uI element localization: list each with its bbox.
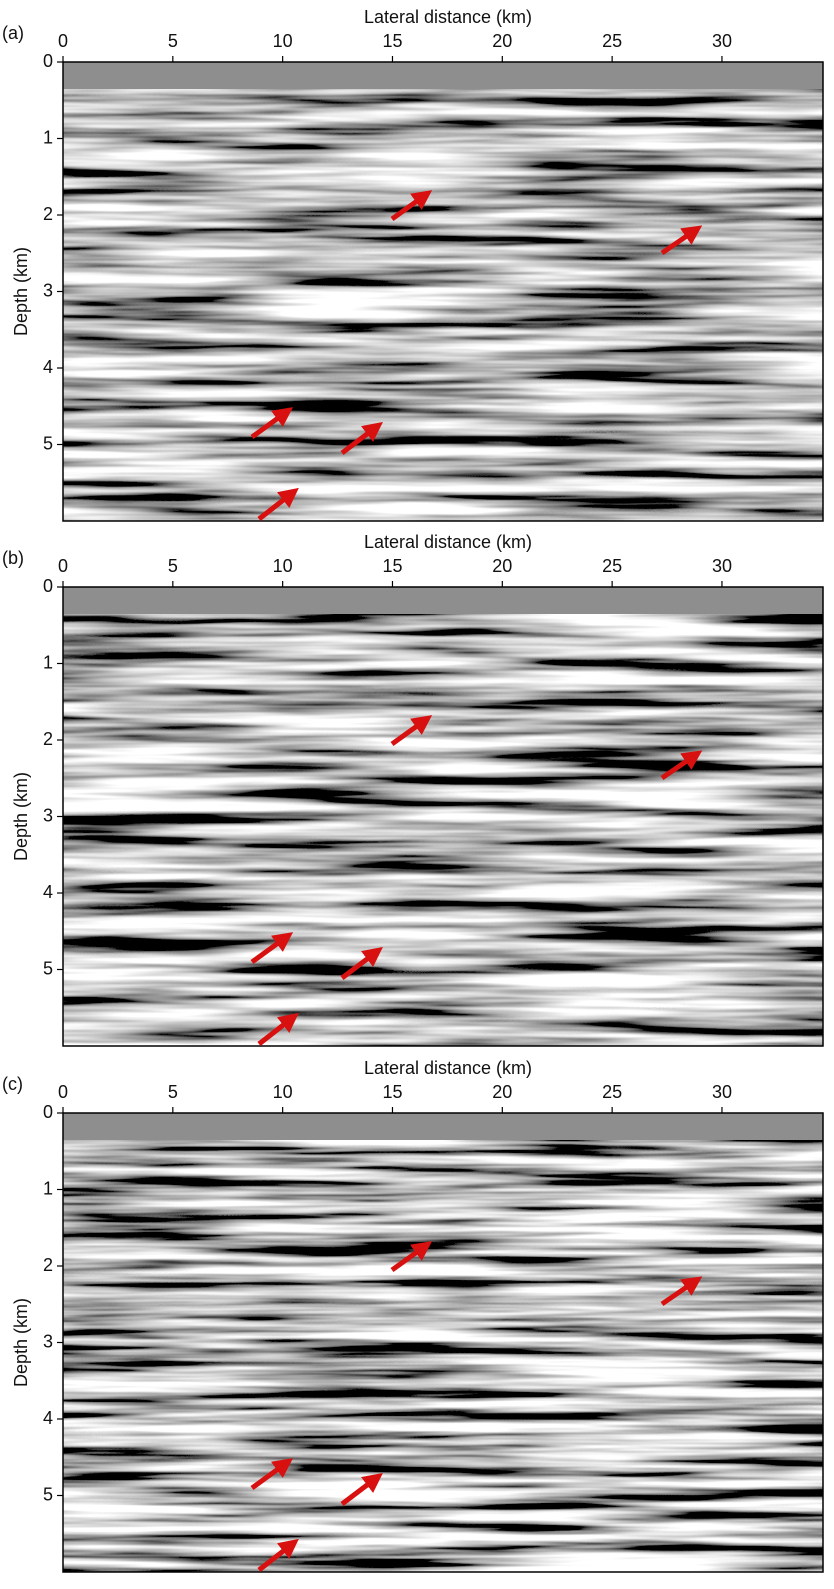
- panel-label: (b): [2, 548, 24, 568]
- annotation-arrow: [257, 1012, 299, 1046]
- y-tick-label: 5: [43, 433, 53, 453]
- water-layer: [63, 587, 823, 614]
- x-tick-label: 5: [168, 1082, 178, 1102]
- x-tick-label: 25: [602, 556, 622, 576]
- y-tick-label: 2: [43, 204, 53, 224]
- annotation-arrow: [660, 225, 703, 256]
- x-axis-label: Lateral distance (km): [364, 1058, 532, 1078]
- y-tick-label: 4: [43, 357, 53, 377]
- x-tick-label: 30: [712, 556, 732, 576]
- x-tick-label: 10: [273, 31, 293, 51]
- x-tick-label: 0: [58, 556, 68, 576]
- panel-label: (c): [2, 1074, 23, 1094]
- water-layer: [63, 62, 823, 89]
- y-tick-label: 0: [43, 1102, 53, 1122]
- annotation-arrow: [390, 715, 433, 747]
- y-axis-label: Depth (km): [11, 772, 31, 861]
- y-tick-label: 0: [43, 51, 53, 71]
- x-tick-label: 20: [492, 1082, 512, 1102]
- panel-label: (a): [2, 23, 24, 43]
- y-tick-label: 1: [43, 127, 53, 147]
- x-tick-label: 30: [712, 31, 732, 51]
- x-tick-label: 25: [602, 1082, 622, 1102]
- x-tick-label: 15: [382, 556, 402, 576]
- x-tick-label: 5: [168, 31, 178, 51]
- x-tick-label: 5: [168, 556, 178, 576]
- annotation-arrow: [390, 1241, 433, 1273]
- x-tick-label: 10: [273, 1082, 293, 1102]
- annotation-arrow: [257, 1538, 299, 1572]
- water-layer: [63, 1113, 823, 1140]
- annotation-arrow: [660, 750, 703, 781]
- seismic-image: [63, 62, 823, 521]
- y-tick-label: 3: [43, 280, 53, 300]
- y-tick-label: 3: [43, 1331, 53, 1351]
- seismic-image: [63, 1113, 823, 1572]
- annotation-arrow: [660, 1276, 703, 1307]
- seismic-image: [63, 587, 823, 1046]
- x-tick-label: 30: [712, 1082, 732, 1102]
- x-tick-label: 20: [492, 556, 512, 576]
- y-tick-label: 2: [43, 729, 53, 749]
- y-tick-label: 5: [43, 1484, 53, 1504]
- y-tick-label: 4: [43, 1408, 53, 1428]
- x-tick-label: 15: [382, 31, 402, 51]
- y-tick-label: 0: [43, 576, 53, 596]
- annotation-arrow: [340, 421, 383, 455]
- y-tick-label: 5: [43, 958, 53, 978]
- y-tick-label: 2: [43, 1255, 53, 1275]
- annotation-arrow: [340, 946, 383, 980]
- annotation-arrow: [250, 932, 294, 965]
- x-axis-label: Lateral distance (km): [364, 7, 532, 27]
- y-tick-label: 1: [43, 652, 53, 672]
- annotation-arrow: [250, 1458, 294, 1491]
- y-tick-label: 3: [43, 805, 53, 825]
- x-tick-label: 20: [492, 31, 512, 51]
- x-axis-label: Lateral distance (km): [364, 532, 532, 552]
- x-tick-label: 10: [273, 556, 293, 576]
- annotation-arrow: [250, 407, 294, 440]
- annotation-arrow: [340, 1472, 383, 1506]
- x-tick-label: 0: [58, 1082, 68, 1102]
- y-tick-label: 4: [43, 882, 53, 902]
- y-axis-label: Depth (km): [11, 247, 31, 336]
- annotation-arrow: [257, 487, 299, 521]
- y-axis-label: Depth (km): [11, 1298, 31, 1387]
- x-tick-label: 0: [58, 31, 68, 51]
- y-tick-label: 1: [43, 1178, 53, 1198]
- annotation-arrow: [390, 190, 433, 222]
- x-tick-label: 25: [602, 31, 622, 51]
- x-tick-label: 15: [382, 1082, 402, 1102]
